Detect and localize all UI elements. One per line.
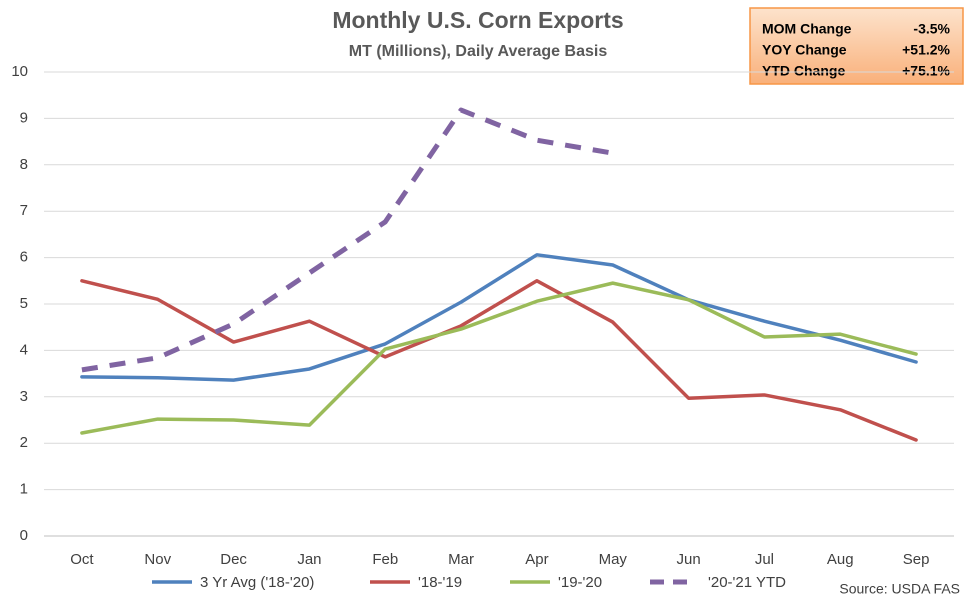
source: Source: USDA FAS [839, 581, 960, 597]
y-tick-label: 4 [20, 341, 28, 358]
legend-label: 3 Yr Avg ('18-'20) [200, 574, 314, 591]
chart-title: Monthly U.S. Corn Exports [332, 7, 623, 33]
series-line [81, 107, 614, 373]
info-value: -3.5% [913, 21, 950, 37]
info-value: +51.2% [902, 42, 950, 58]
info-label: YTD Change [762, 63, 845, 79]
x-tick-label: Oct [70, 551, 94, 568]
legend-label: '18-'19 [418, 574, 462, 591]
series-line [80, 281, 918, 435]
info-value: +75.1% [902, 63, 950, 79]
x-tick-label: Nov [144, 551, 171, 568]
legend-label: '19-'20 [558, 574, 602, 591]
y-tick-label: 6 [20, 249, 28, 266]
chart-subtitle: MT (Millions), Daily Average Basis [349, 43, 608, 60]
x-tick-label: Sep [903, 551, 930, 568]
x-tick-label: Jan [297, 551, 321, 568]
legend-label: '20-'21 YTD [708, 574, 786, 591]
y-tick-label: 9 [20, 109, 28, 126]
info-label: MOM Change [762, 21, 852, 37]
info-label: YOY Change [762, 42, 847, 58]
x-tick-label: Dec [220, 551, 247, 568]
y-tick-label: 2 [20, 434, 28, 451]
x-tick-label: Feb [372, 551, 398, 568]
y-tick-label: 1 [20, 481, 28, 498]
series-line [80, 253, 918, 382]
series-line [80, 279, 918, 442]
x-tick-label: Mar [448, 551, 474, 568]
y-tick-label: 5 [20, 295, 28, 312]
x-tick-label: Jun [676, 551, 700, 568]
y-tick-label: 10 [11, 63, 28, 80]
info-box-bg [749, 7, 964, 85]
x-tick-label: Aug [827, 551, 854, 568]
y-tick-label: 7 [20, 202, 28, 219]
y-tick-label: 3 [20, 388, 28, 405]
y-tick-label: 0 [20, 527, 28, 544]
x-tick-label: Jul [755, 551, 774, 568]
y-tick-label: 8 [20, 156, 28, 173]
x-tick-label: Apr [525, 551, 548, 568]
x-tick-label: May [599, 551, 628, 568]
info-box: MOM Change -3.5% YOY Change +51.2% YTD Chang… [749, 7, 964, 85]
